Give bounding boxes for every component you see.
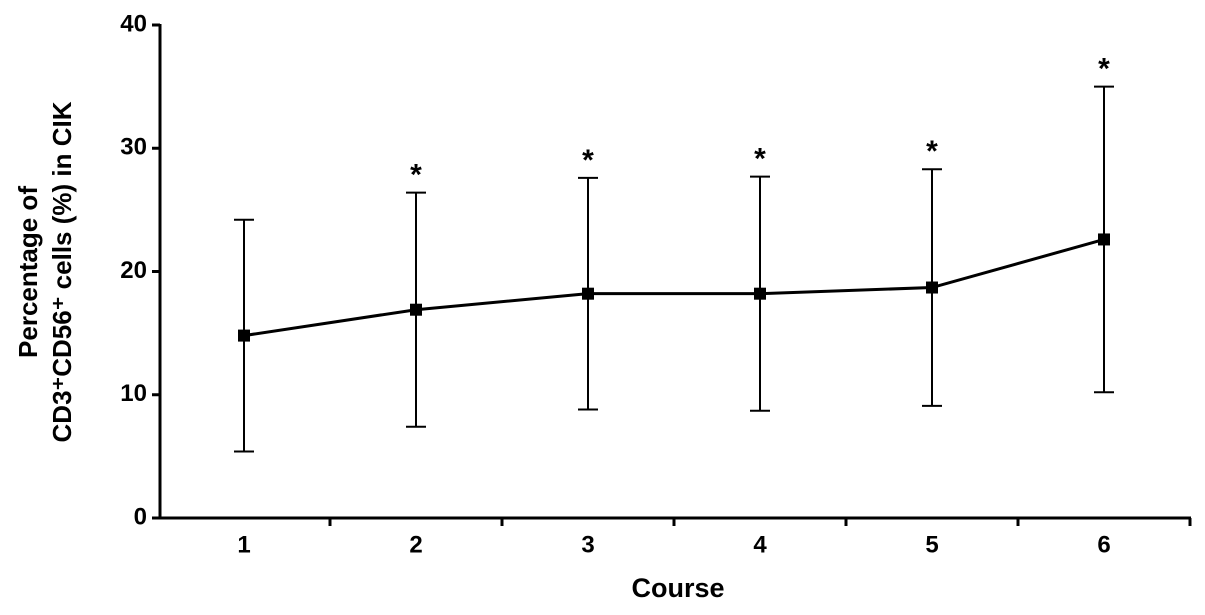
marker [582, 287, 594, 300]
annotation: * [1098, 53, 1110, 86]
marker [1098, 233, 1110, 246]
x-tick-label: 5 [925, 531, 938, 558]
annotation: * [582, 144, 594, 177]
y-tick-label: 20 [120, 257, 147, 284]
y-tick-label: 0 [134, 503, 147, 530]
line [243, 238, 1105, 338]
y-tick-label: 40 [120, 10, 147, 37]
annotation: * [754, 143, 766, 176]
marker [926, 281, 938, 294]
annotation: * [410, 159, 422, 192]
y-tick-label: 30 [120, 134, 147, 161]
marker [754, 287, 766, 300]
y-tick-label: 10 [120, 380, 147, 407]
x-tick-label: 3 [581, 531, 594, 558]
annotation: * [926, 135, 938, 168]
marker [410, 303, 422, 316]
x-tick-label: 6 [1097, 531, 1110, 558]
marker [238, 329, 250, 342]
y-axis-label: CD3⁺CD56⁺ cells (%) in CIK [47, 101, 77, 442]
x-tick-label: 2 [409, 531, 422, 558]
x-tick-label: 4 [753, 531, 767, 558]
x-axis-label: Course [631, 573, 724, 603]
x-tick-label: 1 [237, 531, 250, 558]
y-axis-label: Percentage of [13, 186, 43, 358]
